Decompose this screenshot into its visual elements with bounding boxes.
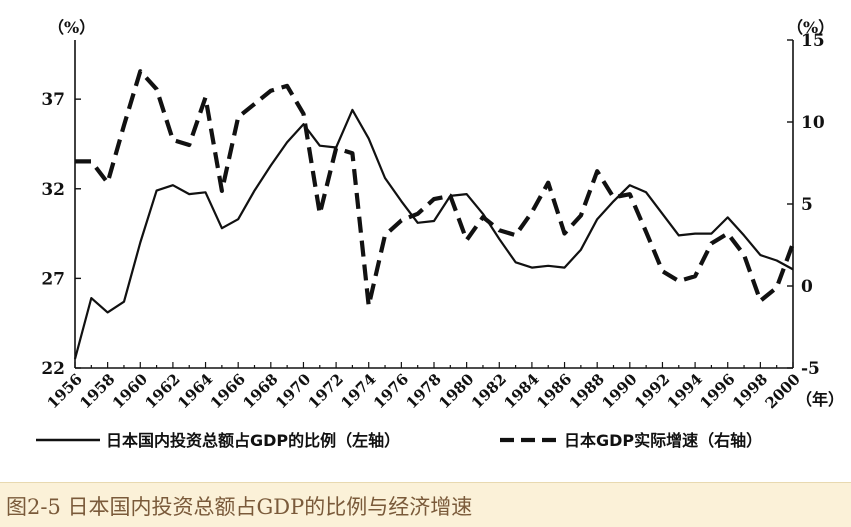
- right-tick-label: 10: [801, 113, 825, 133]
- right-tick-label: 15: [801, 31, 825, 51]
- gdp-growth-line: [75, 69, 795, 308]
- right-axis-unit: （%）: [787, 18, 834, 37]
- x-tick-label: 1966: [207, 370, 249, 412]
- x-tick-label: 1968: [239, 370, 281, 412]
- left-tick-label: 27: [41, 269, 65, 289]
- left-axis-unit: （%）: [48, 18, 95, 37]
- x-tick-label: 1986: [533, 370, 575, 412]
- x-tick-label: 1960: [109, 370, 151, 412]
- x-tick-label: 1996: [696, 370, 738, 412]
- right-tick-label: 0: [801, 277, 813, 297]
- legend-item-gdp-growth: 日本GDP实际增速（右轴）: [564, 431, 762, 450]
- legend-item-investment: 日本国内投资总额占GDP的比例（左轴）: [106, 431, 400, 450]
- chart-axes: [74, 40, 794, 369]
- x-tick-label: 1980: [435, 370, 477, 412]
- dual-axis-line-chart: （%） （%）（年）22273237-5051015195619581960196…: [36, 18, 844, 450]
- left-tick-label: 32: [41, 180, 65, 200]
- right-tick-label: -5: [801, 359, 820, 379]
- x-tick-label: 1972: [305, 370, 347, 412]
- x-tick-label: 1962: [141, 370, 183, 412]
- x-tick-label: 1978: [403, 370, 445, 412]
- chart-ticks: （%） （%）（年）22273237-5051015195619581960196…: [41, 18, 844, 412]
- left-tick-label: 37: [41, 90, 65, 110]
- figure-caption-bar: 图2-5 日本国内投资总额占GDP的比例与经济增速: [0, 482, 851, 527]
- x-axis-unit: （年）: [796, 390, 844, 409]
- x-tick-label: 1990: [598, 370, 640, 412]
- x-tick-label: 1988: [566, 370, 608, 412]
- x-tick-label: 1976: [370, 370, 412, 412]
- chart-lines: [73, 69, 795, 360]
- figure-caption: 图2-5 日本国内投资总额占GDP的比例与经济增速: [6, 495, 473, 519]
- x-tick-label: 1974: [337, 370, 379, 412]
- investment-ratio-line: [73, 108, 794, 360]
- x-tick-label: 1982: [468, 370, 510, 412]
- x-tick-label: 1970: [272, 370, 314, 412]
- x-tick-label: 1964: [174, 370, 216, 412]
- left-tick-label: 22: [41, 359, 65, 379]
- chart-legend: 日本国内投资总额占GDP的比例（左轴） 日本GDP实际增速（右轴）: [36, 431, 762, 450]
- x-tick-label: 1994: [664, 370, 706, 412]
- x-tick-label: 1992: [631, 370, 673, 412]
- x-tick-label: 1958: [76, 370, 118, 412]
- right-tick-label: 5: [801, 195, 813, 215]
- x-tick-label: 1998: [729, 370, 771, 412]
- x-tick-label: 1984: [500, 370, 542, 412]
